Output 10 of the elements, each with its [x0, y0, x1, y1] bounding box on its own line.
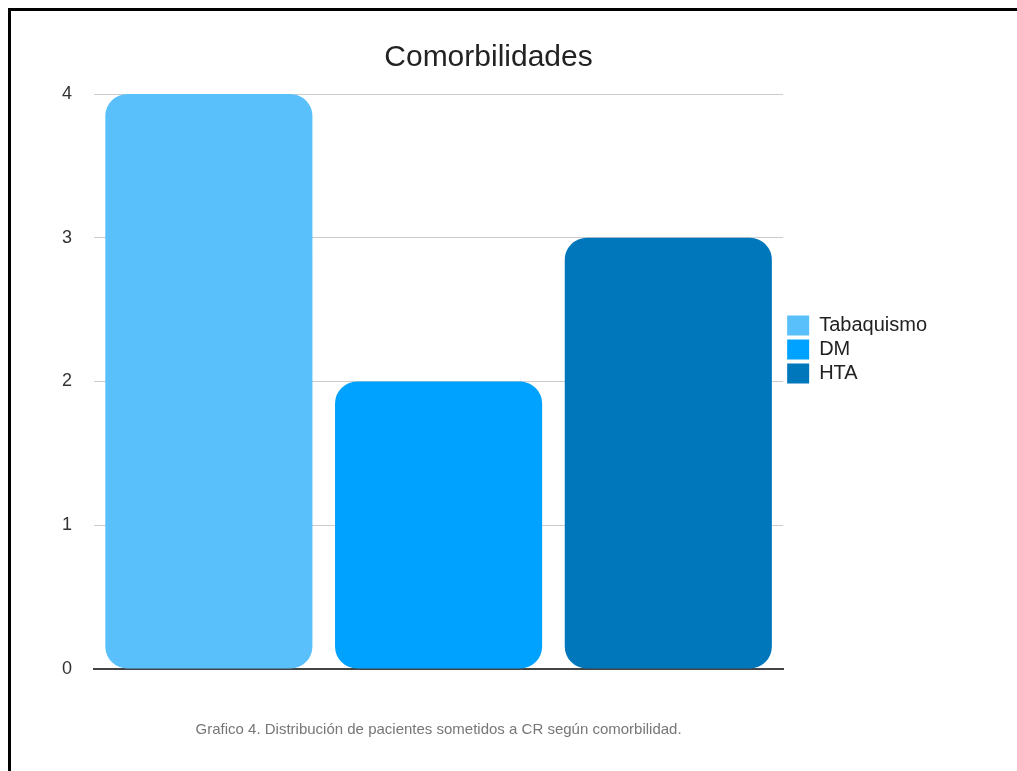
y-tick-label: 3 [62, 226, 73, 247]
y-tick-label: 2 [62, 370, 73, 391]
chart-title: Comorbilidades [384, 39, 593, 73]
y-tick-label: 4 [62, 82, 73, 103]
legend-label: DM [819, 337, 851, 360]
y-tick-label: 0 [62, 657, 73, 678]
legend-label: Tabaquismo [819, 313, 927, 336]
y-tick-label: 1 [62, 514, 73, 535]
text: Grafico 4. Distribución de pacientes sometidos a CR según comorbilidad. [195, 720, 682, 737]
legend-label: HTA [819, 361, 859, 384]
